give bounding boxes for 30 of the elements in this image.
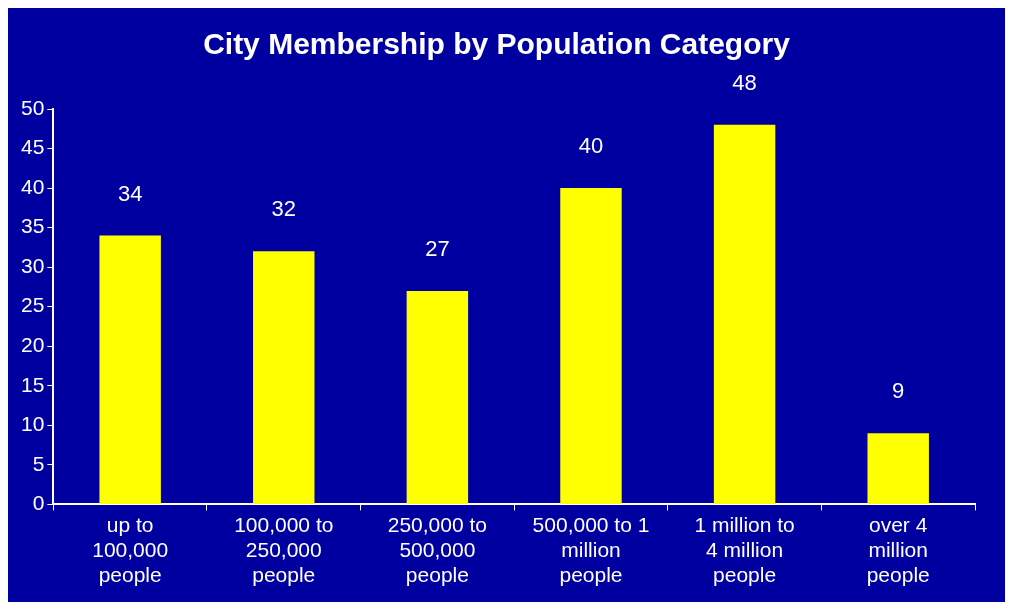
x-tick-label: 1 million to 4 million people xyxy=(694,512,795,587)
data-label: 27 xyxy=(425,235,450,261)
data-label: 9 xyxy=(892,378,905,404)
x-tick-label: 500,000 to 1 million people xyxy=(532,512,650,587)
bar xyxy=(99,235,161,504)
y-tick-label: 30 xyxy=(21,253,45,277)
y-tick-label: 25 xyxy=(21,293,45,317)
bar xyxy=(713,124,776,504)
x-tick-label: 100,000 to 250,000 people xyxy=(234,512,334,587)
y-tick-label: 5 xyxy=(32,451,45,475)
bar xyxy=(253,251,315,504)
y-tick-label: 40 xyxy=(21,174,45,198)
data-label: 48 xyxy=(732,69,757,95)
y-tick-label: 50 xyxy=(21,95,45,119)
chart-title: City Membership by Population Category xyxy=(203,27,791,61)
bar xyxy=(867,433,929,504)
y-tick-label: 35 xyxy=(21,214,45,238)
x-tick-label: up to 100,000 people xyxy=(92,512,169,587)
y-tick-label: 45 xyxy=(21,135,45,159)
y-tick-label: 0 xyxy=(32,491,45,515)
x-tick-label: over 4 million people xyxy=(866,512,930,587)
data-label: 32 xyxy=(271,196,297,222)
bar xyxy=(406,290,469,504)
data-label: 34 xyxy=(117,180,143,206)
y-tick-label: 15 xyxy=(21,372,45,396)
x-tick-label: 250,000 to 500,000 people xyxy=(387,512,488,587)
y-tick-label: 20 xyxy=(21,333,45,357)
bar xyxy=(560,188,622,504)
y-tick-label: 10 xyxy=(21,412,45,436)
data-label: 40 xyxy=(578,133,604,159)
